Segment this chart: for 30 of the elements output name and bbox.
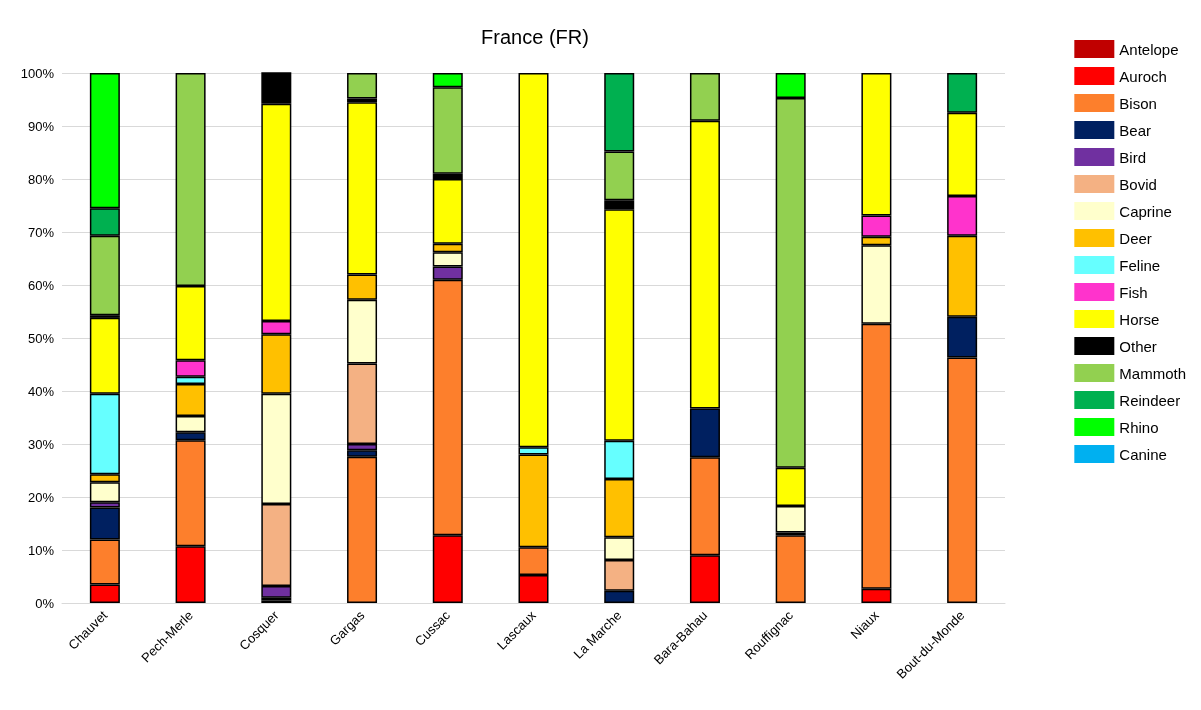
legend-label: Fish bbox=[1119, 283, 1148, 301]
legend-label: Rhino bbox=[1119, 418, 1159, 436]
legend-label: Reindeer bbox=[1119, 391, 1181, 409]
legend-label: Caprine bbox=[1119, 202, 1172, 220]
legend-label: Bovid bbox=[1119, 175, 1157, 193]
y-tick-label: 50% bbox=[27, 330, 55, 346]
legend-label: Auroch bbox=[1119, 67, 1167, 85]
legend-label: Bird bbox=[1119, 148, 1147, 166]
legend-label: Other bbox=[1119, 337, 1157, 355]
bar bbox=[775, 535, 806, 603]
y-tick-label: 30% bbox=[27, 436, 55, 452]
y-tick-label: 40% bbox=[27, 383, 55, 399]
legend-label: Antelope bbox=[1119, 40, 1179, 58]
y-tick-label: 0% bbox=[35, 595, 55, 611]
legend-label: Horse bbox=[1119, 310, 1160, 328]
legend-label: Feline bbox=[1119, 256, 1161, 274]
legend-label: Deer bbox=[1119, 229, 1152, 247]
y-tick-label: 20% bbox=[27, 489, 55, 505]
y-tick-label: 10% bbox=[27, 542, 55, 558]
y-tick-label: 100% bbox=[20, 65, 55, 81]
y-tick-label: 80% bbox=[27, 171, 55, 187]
legend-label: Mammoth bbox=[1119, 364, 1187, 382]
legend-label: Bison bbox=[1119, 94, 1157, 112]
y-tick-label: 70% bbox=[27, 224, 55, 240]
chart-title: France (FR) bbox=[481, 26, 589, 48]
y-tick-label: 90% bbox=[27, 118, 55, 134]
y-tick-label: 60% bbox=[27, 277, 55, 293]
legend-label: Bear bbox=[1119, 121, 1152, 139]
legend-label: Canine bbox=[1119, 445, 1167, 463]
bar bbox=[347, 73, 378, 99]
